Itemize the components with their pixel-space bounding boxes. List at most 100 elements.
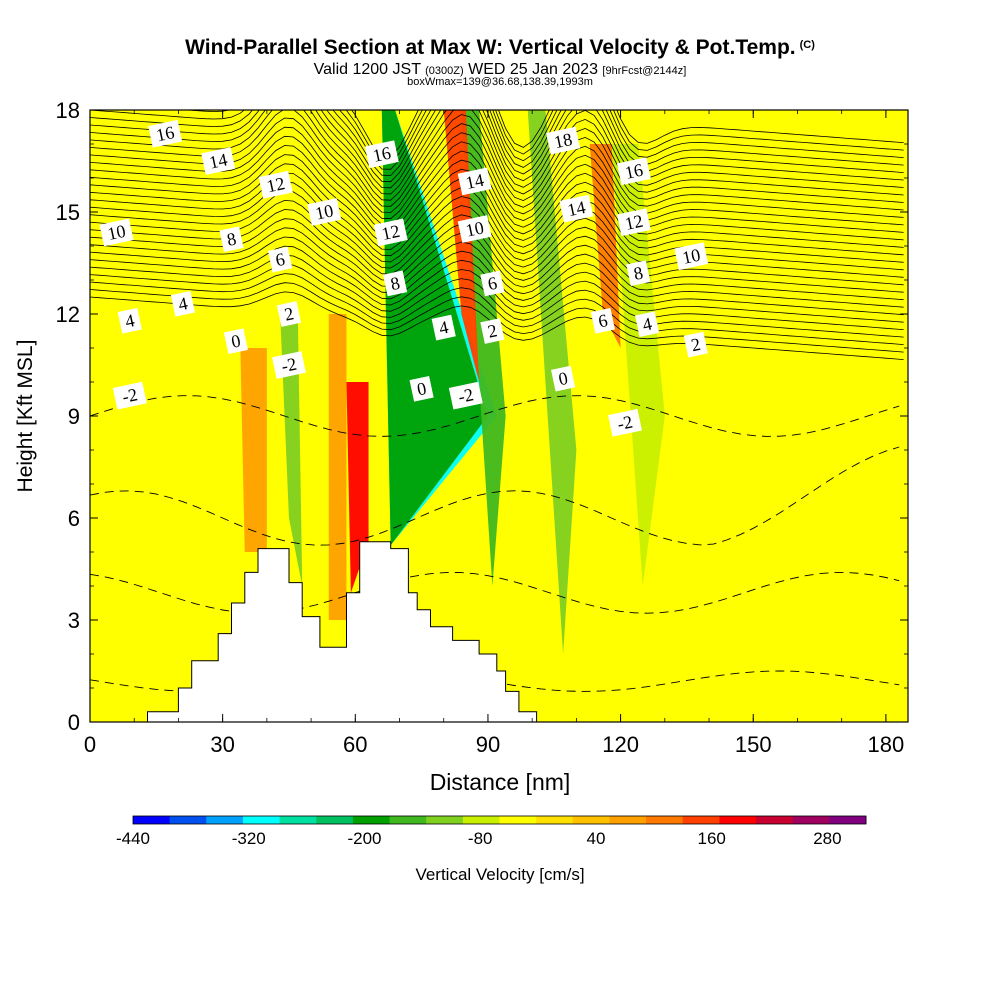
contour-label-bg	[383, 270, 408, 297]
contour-label-bg	[268, 246, 293, 273]
contour-label-bg	[307, 198, 342, 226]
terrain-profile	[90, 541, 908, 723]
theta-contour-dashed	[90, 446, 900, 546]
contour-label-text: 8	[632, 262, 645, 283]
contour-label-bg	[201, 147, 236, 175]
contour-label: 16	[616, 157, 651, 186]
colorbar-swatch	[536, 816, 574, 824]
contour-label-text: 6	[596, 310, 609, 331]
contour-label-text: -2	[456, 384, 475, 407]
box-info: boxWmax=139@36.68,138.39,1993m	[407, 76, 593, 88]
x-tick-label: 120	[602, 732, 639, 757]
contour-label-bg	[219, 226, 244, 253]
contour-label-text: 16	[623, 160, 645, 183]
contour-label-bg	[276, 301, 302, 327]
colorbar-tick-label: -80	[468, 829, 493, 848]
chart-title: Wind-Parallel Section at Max W: Vertical…	[185, 36, 815, 59]
colorbar-tick-label: -320	[232, 829, 266, 848]
x-tick-label: 30	[210, 732, 234, 757]
x-tick-label: 90	[476, 732, 500, 757]
velocity-band	[280, 314, 303, 586]
velocity-band	[240, 348, 267, 552]
contour-label-bg	[117, 307, 142, 334]
theta-contour-line	[90, 126, 904, 226]
contour-label-bg	[683, 331, 708, 358]
theta-contour-line	[90, 172, 904, 263]
velocity-band	[589, 144, 621, 348]
colorbar-tick-label: -440	[116, 829, 150, 848]
contour-label-bg	[608, 408, 642, 437]
contour-label-text: 2	[486, 320, 499, 341]
contour-label: 4	[431, 314, 456, 341]
copyright-mark: (C)	[799, 39, 815, 51]
contour-label: -2	[448, 381, 483, 410]
theta-contour-line	[182, 110, 904, 176]
y-axis-label: Height [Kft MSL]	[14, 340, 37, 493]
colorbar-swatch	[682, 816, 720, 824]
y-tick-label: 3	[68, 608, 80, 633]
contour-label: 10	[99, 218, 134, 247]
colorbar-swatch	[829, 816, 867, 824]
theta-contour-line	[90, 110, 904, 195]
x-tick-label: 150	[735, 732, 772, 757]
y-tick-label: 12	[56, 302, 80, 327]
contour-label-bg	[409, 375, 434, 402]
colorbar-swatch	[646, 816, 684, 824]
contour-label: 2	[683, 331, 708, 358]
contour-label-bg	[616, 157, 651, 186]
contour-label-text: 12	[623, 211, 645, 234]
colorbar-swatch	[499, 816, 537, 824]
contour-label-text: 4	[176, 293, 189, 314]
contour-label: 4	[170, 290, 195, 317]
contour-labels: 16 14 12 10 10 8 6 4 4 2 0 -2 -2 16 12 8 14 10 6 4 2 0 -2 18 14 0…	[99, 119, 709, 437]
contour-label-bg	[223, 328, 248, 355]
colorbar-label: Vertical Velocity [cm/s]	[415, 865, 584, 884]
contour-label-text: 2	[689, 334, 702, 355]
contour-label-text: 14	[207, 149, 229, 172]
colorbar-swatch	[462, 816, 500, 824]
contour-label-text: 10	[313, 200, 335, 223]
contour-label: 18	[546, 126, 581, 155]
contour-label-bg	[546, 126, 581, 155]
contour-label-bg	[448, 381, 483, 410]
x-tick-label: 0	[84, 732, 96, 757]
contour-label: 6	[480, 270, 505, 297]
contour-label-text: 0	[557, 368, 570, 389]
contour-label-bg	[272, 351, 306, 379]
theta-contour-line	[339, 110, 904, 170]
contour-label: 4	[117, 307, 142, 334]
contour-label: 16	[148, 119, 183, 148]
contour-label: 10	[457, 215, 492, 243]
contour-label: 0	[223, 328, 248, 355]
y-tick-label: 18	[56, 98, 80, 123]
theta-contour-dashed	[90, 395, 900, 437]
theta-contour-line	[345, 110, 904, 164]
y-tick-label: 0	[68, 710, 80, 735]
colorbar-swatch	[719, 816, 757, 824]
contour-label-text: 0	[229, 330, 242, 351]
colorbar: -440 -320 -200 -80 40 160 280	[116, 815, 867, 848]
contour-label: 14	[201, 147, 236, 175]
contour-label: 6	[590, 307, 615, 334]
theta-contour-line	[90, 263, 904, 338]
theta-contour-line	[90, 273, 904, 345]
contour-label: 16	[364, 140, 399, 169]
contour-label-text: 6	[274, 249, 287, 270]
contour-label: -2	[272, 351, 306, 379]
contour-label-text: 4	[437, 317, 450, 338]
colorbar-swatch	[206, 816, 244, 824]
contour-label: 0	[409, 375, 434, 402]
contour-label-bg	[626, 260, 651, 287]
contour-label-bg	[674, 242, 709, 271]
contour-label: 4	[635, 311, 660, 338]
colorbar-swatch	[133, 816, 171, 824]
colorbar-swatch	[169, 816, 207, 824]
colorbar-tick-label: 280	[813, 829, 841, 848]
colorbar-swatch	[756, 816, 794, 824]
theta-contour-line	[90, 254, 904, 330]
contour-label-bg	[258, 170, 293, 199]
theta-contour-line	[90, 135, 904, 233]
contour-label-bg	[170, 290, 195, 317]
